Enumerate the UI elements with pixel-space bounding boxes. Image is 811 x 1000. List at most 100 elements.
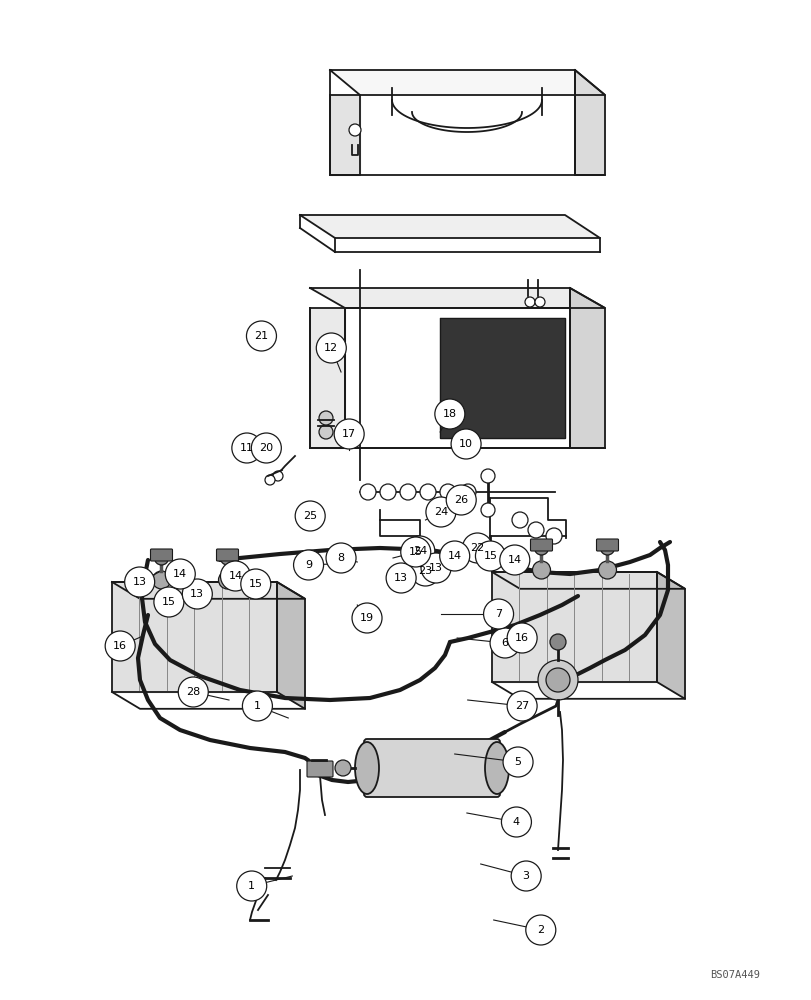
Text: 13: 13: [132, 577, 147, 587]
Circle shape: [475, 541, 504, 571]
Circle shape: [105, 631, 135, 661]
Circle shape: [600, 541, 614, 555]
Text: BS07A449: BS07A449: [709, 970, 759, 980]
Circle shape: [435, 399, 464, 429]
Circle shape: [538, 660, 577, 700]
Text: 1: 1: [254, 701, 260, 711]
Polygon shape: [656, 572, 684, 699]
Circle shape: [335, 760, 350, 776]
Circle shape: [295, 501, 324, 531]
Circle shape: [221, 561, 250, 591]
Ellipse shape: [354, 742, 379, 794]
Circle shape: [440, 484, 456, 500]
Circle shape: [462, 533, 491, 563]
FancyBboxPatch shape: [363, 739, 500, 797]
Text: 22: 22: [470, 543, 484, 553]
Polygon shape: [112, 582, 305, 599]
Polygon shape: [491, 572, 684, 589]
Circle shape: [380, 484, 396, 500]
Circle shape: [241, 569, 270, 599]
Text: 2: 2: [537, 925, 543, 935]
Circle shape: [483, 599, 513, 629]
Circle shape: [316, 333, 345, 363]
Circle shape: [401, 537, 430, 567]
Text: 7: 7: [495, 609, 501, 619]
Polygon shape: [329, 70, 604, 95]
Text: 13: 13: [428, 563, 443, 573]
Text: 24: 24: [412, 546, 427, 556]
Circle shape: [527, 522, 543, 538]
Text: 14: 14: [228, 571, 242, 581]
Circle shape: [152, 571, 170, 589]
Circle shape: [534, 297, 544, 307]
Polygon shape: [299, 215, 599, 238]
Text: 11: 11: [239, 443, 254, 453]
Circle shape: [483, 547, 496, 561]
Circle shape: [359, 484, 375, 500]
Circle shape: [319, 411, 333, 425]
Circle shape: [451, 429, 480, 459]
Text: 16: 16: [113, 641, 127, 651]
Circle shape: [251, 433, 281, 463]
Circle shape: [549, 634, 565, 650]
Text: 4: 4: [513, 817, 519, 827]
Circle shape: [526, 915, 555, 945]
Circle shape: [405, 536, 434, 566]
Circle shape: [503, 747, 532, 777]
Text: 21: 21: [254, 331, 268, 341]
Circle shape: [512, 512, 527, 528]
Text: 17: 17: [341, 429, 356, 439]
Circle shape: [125, 567, 154, 597]
Text: 20: 20: [259, 443, 273, 453]
Text: 15: 15: [248, 579, 263, 589]
FancyBboxPatch shape: [530, 539, 551, 551]
Text: 6: 6: [501, 638, 508, 648]
Text: 28: 28: [186, 687, 200, 697]
Text: 8: 8: [337, 553, 344, 563]
Circle shape: [507, 691, 536, 721]
Circle shape: [352, 603, 381, 633]
Circle shape: [178, 677, 208, 707]
Text: 10: 10: [458, 439, 473, 449]
Text: 26: 26: [453, 495, 468, 505]
Text: 16: 16: [514, 633, 529, 643]
Polygon shape: [569, 288, 604, 448]
Text: 14: 14: [447, 551, 461, 561]
Polygon shape: [277, 582, 305, 709]
Circle shape: [507, 623, 536, 653]
Circle shape: [490, 628, 519, 658]
Text: 3: 3: [522, 871, 529, 881]
Circle shape: [511, 861, 540, 891]
Circle shape: [272, 471, 283, 481]
Text: 27: 27: [514, 701, 529, 711]
Circle shape: [410, 556, 440, 586]
Circle shape: [349, 124, 361, 136]
Circle shape: [426, 497, 455, 527]
Circle shape: [440, 541, 469, 571]
Circle shape: [319, 425, 333, 439]
Circle shape: [182, 579, 212, 609]
FancyBboxPatch shape: [150, 549, 172, 561]
Text: 18: 18: [442, 409, 457, 419]
Text: 23: 23: [418, 566, 432, 576]
Text: 14: 14: [173, 569, 187, 579]
Circle shape: [237, 871, 266, 901]
Circle shape: [400, 484, 415, 500]
Circle shape: [154, 551, 169, 565]
Circle shape: [480, 503, 495, 517]
Text: 25: 25: [303, 511, 317, 521]
Circle shape: [446, 485, 475, 515]
Circle shape: [232, 433, 261, 463]
Ellipse shape: [484, 742, 508, 794]
Circle shape: [154, 587, 183, 617]
Circle shape: [294, 550, 323, 580]
Circle shape: [247, 321, 276, 351]
Polygon shape: [112, 582, 277, 692]
Text: 9: 9: [305, 560, 311, 570]
Circle shape: [421, 553, 450, 583]
Circle shape: [326, 543, 355, 573]
Circle shape: [218, 571, 236, 589]
Polygon shape: [310, 308, 345, 448]
Circle shape: [525, 297, 534, 307]
Circle shape: [334, 419, 363, 449]
